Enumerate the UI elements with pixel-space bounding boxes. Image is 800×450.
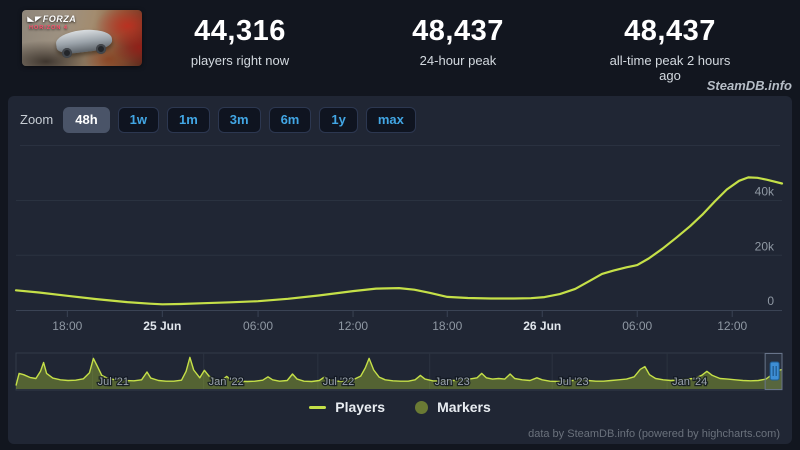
x-axis-label: 25 Jun [143, 319, 181, 333]
x-axis-label: 18:00 [52, 319, 82, 333]
stat-alltime-peak-label: all-time peak 2 hours ago [609, 53, 731, 83]
markers-circle-swatch [415, 400, 429, 414]
zoom-button-1w[interactable]: 1w [117, 107, 159, 133]
players-line-swatch [309, 405, 327, 409]
chart-credit-link[interactable]: data by SteamDB.info (powered by highcha… [528, 428, 780, 440]
forza-chevron-icon: ◣◤ [27, 16, 43, 24]
stat-alltime-peak: 48,437 all-time peak 2 hours ago [605, 15, 735, 83]
x-axis-label: 06:00 [243, 319, 273, 333]
zoom-button-max[interactable]: max [365, 107, 416, 133]
legend-item-players[interactable]: Players [309, 399, 385, 415]
players-series-line [14, 176, 784, 306]
navigator-axis-label: Jul '23 [557, 376, 588, 388]
navigator-axis-label: Jul '21 [98, 376, 129, 388]
stat-24h-peak: 48,437 24-hour peak [412, 15, 504, 68]
x-axis-label: 12:00 [717, 319, 747, 333]
players-chart[interactable]: 0 20k 40k 18:00 25 Jun 06:00 12:00 18:00 26 Jun 0… [8, 96, 792, 444]
x-axis-label: 18:00 [432, 319, 462, 333]
chart-panel: Zoom 48h 1w 1m 3m 6m 1y max 0 20k 40k 18:00… [8, 96, 792, 444]
game-logo-line2: HORIZON 4 [29, 24, 68, 31]
stat-players-now-label: players right now [190, 53, 290, 68]
zoom-button-48h[interactable]: 48h [63, 107, 110, 133]
x-axis-label: 12:00 [338, 319, 368, 333]
navigator-series-line [15, 356, 783, 386]
chart-legend: Players Markers [8, 399, 792, 415]
y-axis-label: 20k [755, 239, 775, 253]
zoom-label: Zoom [20, 112, 54, 128]
zoom-button-6m[interactable]: 6m [268, 107, 312, 133]
x-axis-label: 06:00 [622, 319, 652, 333]
zoom-toolbar: Zoom 48h 1w 1m 3m 6m 1y max [20, 107, 416, 133]
y-axis-label: 40k [755, 185, 775, 199]
legend-players-label: Players [335, 399, 386, 415]
game-banner[interactable]: ◣◤ FORZA HORIZON 4 [22, 10, 142, 66]
stat-players-now-value: 44,316 [194, 15, 286, 47]
navigator-axis-label: Jan '22 [209, 376, 244, 388]
y-axis-label: 0 [767, 294, 774, 308]
stat-24h-peak-value: 48,437 [412, 15, 504, 47]
navigator-axis-label: Jan '23 [435, 376, 470, 388]
game-logo: ◣◤ FORZA HORIZON 4 [27, 14, 77, 31]
navigator-axis-label: Jan '24 [672, 376, 707, 388]
zoom-button-1m[interactable]: 1m [166, 107, 210, 133]
stat-players-now: 44,316 players right now [191, 15, 289, 68]
toolbar-divider [20, 145, 780, 146]
legend-markers-label: Markers [437, 399, 491, 415]
x-axis-label: 26 Jun [523, 319, 561, 333]
game-logo-line1: FORZA [42, 14, 77, 24]
car-wheel-art [96, 44, 106, 54]
legend-item-markers[interactable]: Markers [415, 399, 491, 415]
navigator-handle[interactable] [769, 361, 780, 381]
navigator-axis-label: Jul '22 [323, 376, 354, 388]
zoom-button-3m[interactable]: 3m [217, 107, 261, 133]
stat-24h-peak-label: 24-hour peak [419, 53, 497, 68]
stat-alltime-peak-value: 48,437 [624, 15, 716, 47]
zoom-button-1y[interactable]: 1y [319, 107, 358, 133]
header: ◣◤ FORZA HORIZON 4 44,316 players right … [0, 0, 800, 96]
steamdb-watermark-link[interactable]: SteamDB.info [706, 78, 792, 93]
car-wheel-art [62, 48, 72, 58]
